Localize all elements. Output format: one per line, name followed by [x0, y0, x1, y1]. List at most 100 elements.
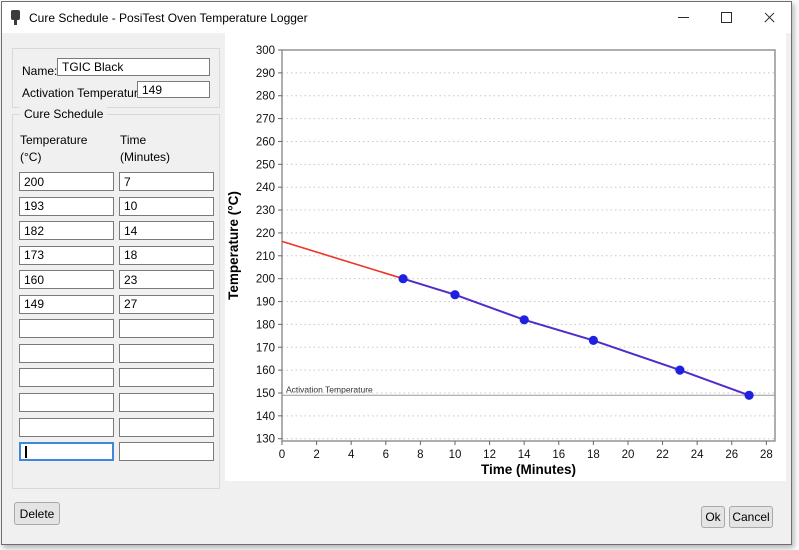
- y-tick-label: 270: [256, 114, 275, 126]
- temperature-cell-row-5[interactable]: [19, 270, 114, 290]
- x-tick-label: 26: [725, 449, 738, 461]
- maximize-button[interactable]: [705, 2, 748, 33]
- dialog-window: Cure Schedule - PosiTest Oven Temperatur…: [1, 1, 792, 545]
- temperature-cell-row-2[interactable]: [19, 196, 114, 216]
- x-tick-label: 0: [279, 449, 285, 461]
- temperature-input-row-9[interactable]: [20, 369, 113, 387]
- app-icon: [11, 10, 21, 25]
- time-input-row-11[interactable]: [120, 418, 213, 436]
- window-title: Cure Schedule - PosiTest Oven Temperatur…: [29, 10, 308, 25]
- chart-panel: Activation Temperature 130 140 150 160 170 180…: [225, 33, 786, 481]
- cancel-button[interactable]: Cancel: [729, 506, 773, 528]
- temperature-unit-header: (°C): [20, 150, 42, 164]
- data-point: [519, 315, 529, 325]
- time-unit-header: (Minutes): [120, 150, 171, 164]
- y-tick-label: 190: [256, 297, 275, 309]
- close-button[interactable]: [748, 2, 791, 33]
- y-tick-label: 280: [256, 91, 275, 103]
- name-input[interactable]: [57, 58, 210, 76]
- y-tick-label: 210: [256, 251, 275, 263]
- time-input-row-3[interactable]: [120, 222, 213, 240]
- y-tick-label: 220: [256, 228, 275, 240]
- time-cell-row-7[interactable]: [119, 319, 214, 339]
- y-tick-label: 300: [256, 45, 275, 57]
- x-tick-label: 28: [760, 449, 773, 461]
- time-input-row-10[interactable]: [120, 393, 213, 411]
- x-axis-title: Time (Minutes): [481, 462, 576, 477]
- data-point: [450, 290, 460, 300]
- y-tick-label: 290: [256, 68, 275, 80]
- time-input-row-9[interactable]: [120, 369, 213, 387]
- time-cell-row-4[interactable]: [119, 245, 214, 265]
- y-tick-label: 240: [256, 182, 275, 194]
- y-tick-label: 250: [256, 159, 275, 171]
- x-tick-label: 16: [552, 449, 565, 461]
- x-tick-label: 10: [449, 449, 462, 461]
- activation-temperature-input[interactable]: [137, 81, 210, 98]
- time-cell-row-8[interactable]: [119, 343, 214, 363]
- temperature-input-row-4[interactable]: [20, 246, 113, 264]
- cure-schedule-chart: Activation Temperature130140150160170180…: [226, 45, 776, 477]
- time-cell-row-5[interactable]: [119, 270, 214, 290]
- time-input-row-5[interactable]: [120, 271, 213, 289]
- minimize-button[interactable]: [662, 2, 705, 33]
- time-input-row-6[interactable]: [120, 295, 213, 313]
- y-tick-label: 150: [256, 388, 275, 400]
- temperature-cell-row-12[interactable]: [19, 442, 114, 462]
- y-tick-label: 200: [256, 274, 275, 286]
- data-point: [398, 274, 408, 284]
- temperature-cell-row-10[interactable]: [19, 392, 114, 412]
- temperature-input-row-8[interactable]: [20, 344, 113, 362]
- x-tick-label: 18: [587, 449, 600, 461]
- ok-button[interactable]: Ok: [701, 506, 725, 528]
- temperature-input-row-6[interactable]: [20, 295, 113, 313]
- time-cell-row-12[interactable]: [119, 442, 214, 462]
- time-input-row-1[interactable]: [120, 173, 213, 190]
- time-input-row-12[interactable]: [120, 443, 213, 461]
- temperature-cell-row-3[interactable]: [19, 221, 114, 241]
- x-tick-label: 4: [348, 449, 355, 461]
- time-cell-row-1[interactable]: [119, 172, 214, 191]
- title-bar[interactable]: Cure Schedule - PosiTest Oven Temperatur…: [2, 2, 791, 34]
- data-point: [744, 390, 754, 400]
- x-tick-label: 6: [383, 449, 389, 461]
- time-cell-row-6[interactable]: [119, 294, 214, 314]
- y-tick-label: 230: [256, 205, 275, 217]
- temperature-input-row-2[interactable]: [20, 197, 113, 215]
- temperature-cell-row-7[interactable]: [19, 319, 114, 339]
- x-tick-label: 8: [417, 449, 423, 461]
- temperature-cell-row-4[interactable]: [19, 245, 114, 265]
- temperature-input-row-7[interactable]: [20, 320, 113, 338]
- temperature-cell-row-8[interactable]: [19, 343, 114, 363]
- temperature-cell-row-11[interactable]: [19, 417, 114, 437]
- delete-button[interactable]: Delete: [14, 502, 60, 525]
- y-tick-label: 140: [256, 411, 275, 423]
- temperature-cell-row-1[interactable]: [19, 172, 114, 191]
- time-cell-row-11[interactable]: [119, 417, 214, 437]
- y-tick-label: 160: [256, 365, 275, 377]
- temperature-input-row-10[interactable]: [20, 393, 113, 411]
- temperature-input-row-1[interactable]: [20, 173, 113, 190]
- time-input-row-4[interactable]: [120, 246, 213, 264]
- time-cell-row-10[interactable]: [119, 392, 214, 412]
- temperature-input-row-11[interactable]: [20, 418, 113, 436]
- time-cell-row-3[interactable]: [119, 221, 214, 241]
- x-tick-label: 2: [313, 449, 319, 461]
- activation-temperature-label: Activation Temperature: [22, 86, 145, 100]
- temperature-input-row-12[interactable]: [21, 444, 112, 460]
- maximize-icon: [721, 12, 732, 23]
- temperature-cell-row-9[interactable]: [19, 368, 114, 388]
- x-tick-label: 24: [691, 449, 704, 461]
- temperature-input-row-5[interactable]: [20, 271, 113, 289]
- time-input-row-2[interactable]: [120, 197, 213, 215]
- x-tick-label: 22: [656, 449, 669, 461]
- time-cell-row-2[interactable]: [119, 196, 214, 216]
- time-cell-row-9[interactable]: [119, 368, 214, 388]
- time-input-row-8[interactable]: [120, 344, 213, 362]
- cure-schedule-line: [402, 277, 750, 397]
- time-input-row-7[interactable]: [120, 320, 213, 338]
- temperature-input-row-3[interactable]: [20, 222, 113, 240]
- temperature-cell-row-6[interactable]: [19, 294, 114, 314]
- activation-temperature-annotation: Activation Temperature: [286, 384, 373, 394]
- temperature-column-header: Temperature: [20, 133, 88, 147]
